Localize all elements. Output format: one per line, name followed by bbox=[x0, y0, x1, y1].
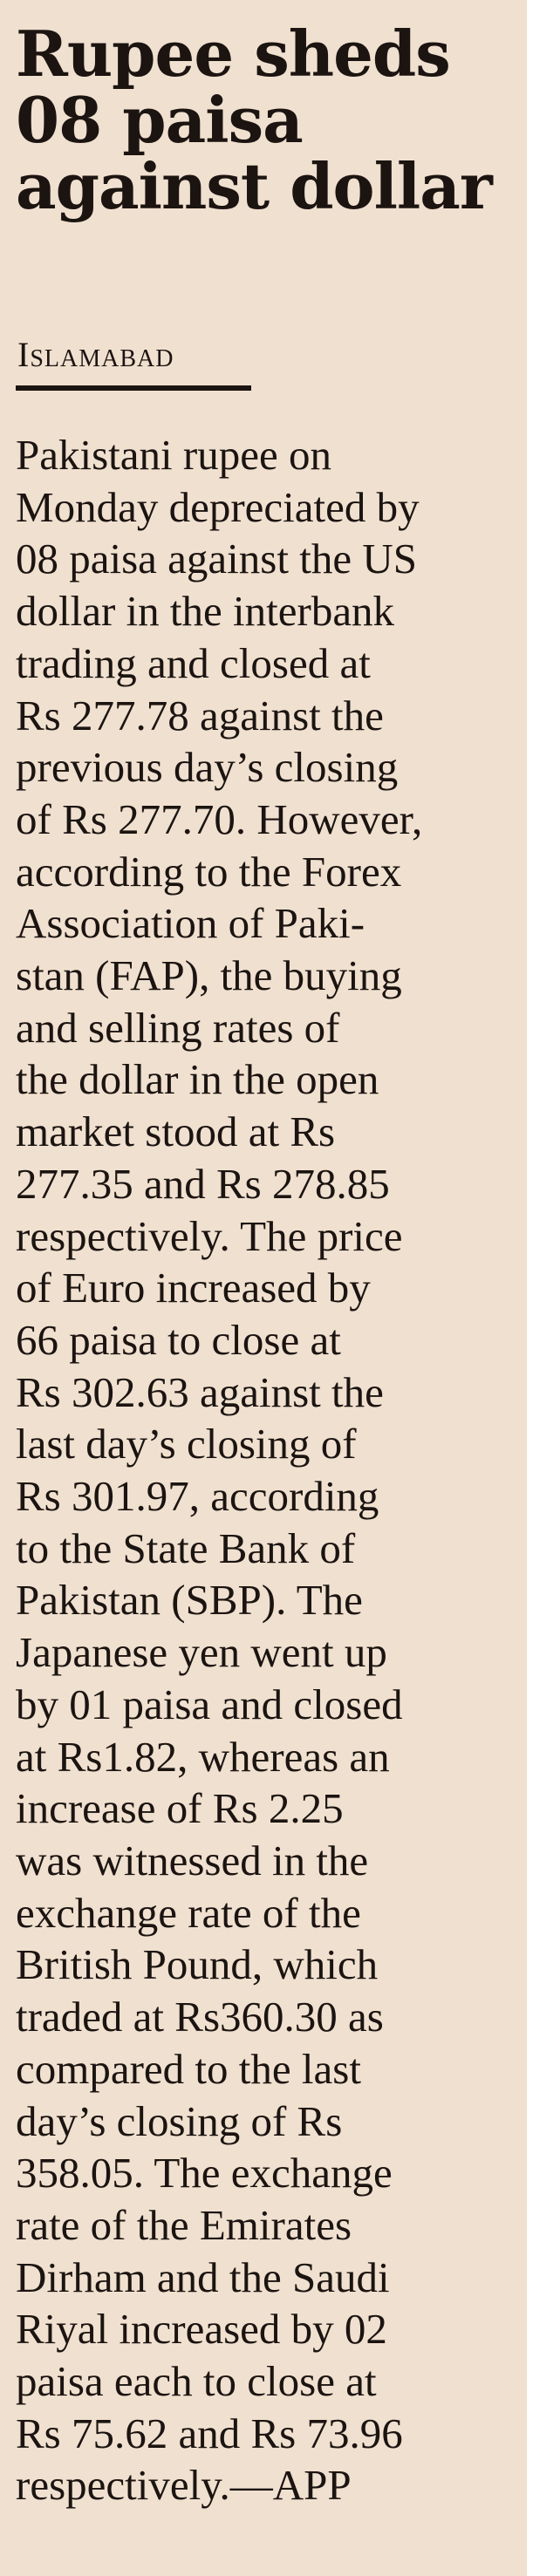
article-body: Pakistani rupee on Monday depreciated by… bbox=[16, 431, 423, 2510]
article-column: Rupee sheds 08 paisa against dollar Isla… bbox=[0, 0, 527, 2576]
dateline-underline bbox=[16, 385, 251, 391]
headline: Rupee sheds 08 paisa against dollar bbox=[16, 17, 493, 223]
dateline: Islamabad bbox=[17, 335, 174, 374]
